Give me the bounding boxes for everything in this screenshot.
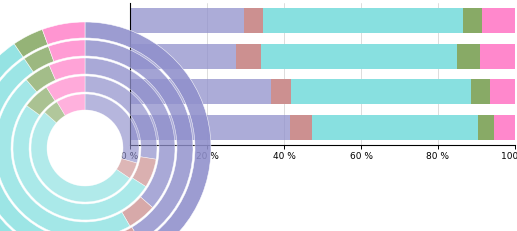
Wedge shape: [85, 22, 211, 231]
Bar: [130, 79, 270, 104]
Wedge shape: [85, 76, 157, 159]
Wedge shape: [85, 94, 139, 163]
Bar: [490, 79, 515, 104]
Bar: [244, 8, 263, 33]
Bar: [478, 115, 494, 140]
Bar: [312, 115, 478, 140]
Bar: [130, 44, 236, 69]
Bar: [463, 8, 481, 33]
Wedge shape: [13, 106, 146, 220]
Bar: [494, 115, 515, 140]
Bar: [130, 115, 290, 140]
Wedge shape: [49, 58, 85, 80]
Wedge shape: [85, 40, 193, 231]
Wedge shape: [49, 40, 85, 61]
Wedge shape: [26, 65, 56, 92]
Wedge shape: [14, 29, 48, 57]
Wedge shape: [0, 44, 107, 231]
Wedge shape: [0, 59, 103, 231]
Wedge shape: [42, 22, 85, 45]
Bar: [130, 8, 244, 33]
Bar: [270, 79, 291, 104]
Bar: [291, 79, 472, 104]
Wedge shape: [24, 46, 54, 72]
Wedge shape: [132, 157, 156, 187]
Bar: [457, 44, 480, 69]
Wedge shape: [0, 80, 130, 231]
Bar: [263, 8, 463, 33]
Bar: [236, 44, 261, 69]
Wedge shape: [57, 94, 85, 116]
Wedge shape: [31, 112, 130, 202]
Wedge shape: [27, 87, 55, 115]
Bar: [472, 79, 490, 104]
Bar: [261, 44, 457, 69]
Bar: [481, 8, 515, 33]
Wedge shape: [85, 58, 175, 207]
Wedge shape: [100, 227, 140, 231]
Wedge shape: [116, 159, 137, 178]
Wedge shape: [122, 197, 153, 226]
Bar: [480, 44, 515, 69]
Bar: [290, 115, 312, 140]
Wedge shape: [47, 76, 85, 101]
Wedge shape: [44, 102, 65, 123]
Circle shape: [48, 111, 122, 185]
